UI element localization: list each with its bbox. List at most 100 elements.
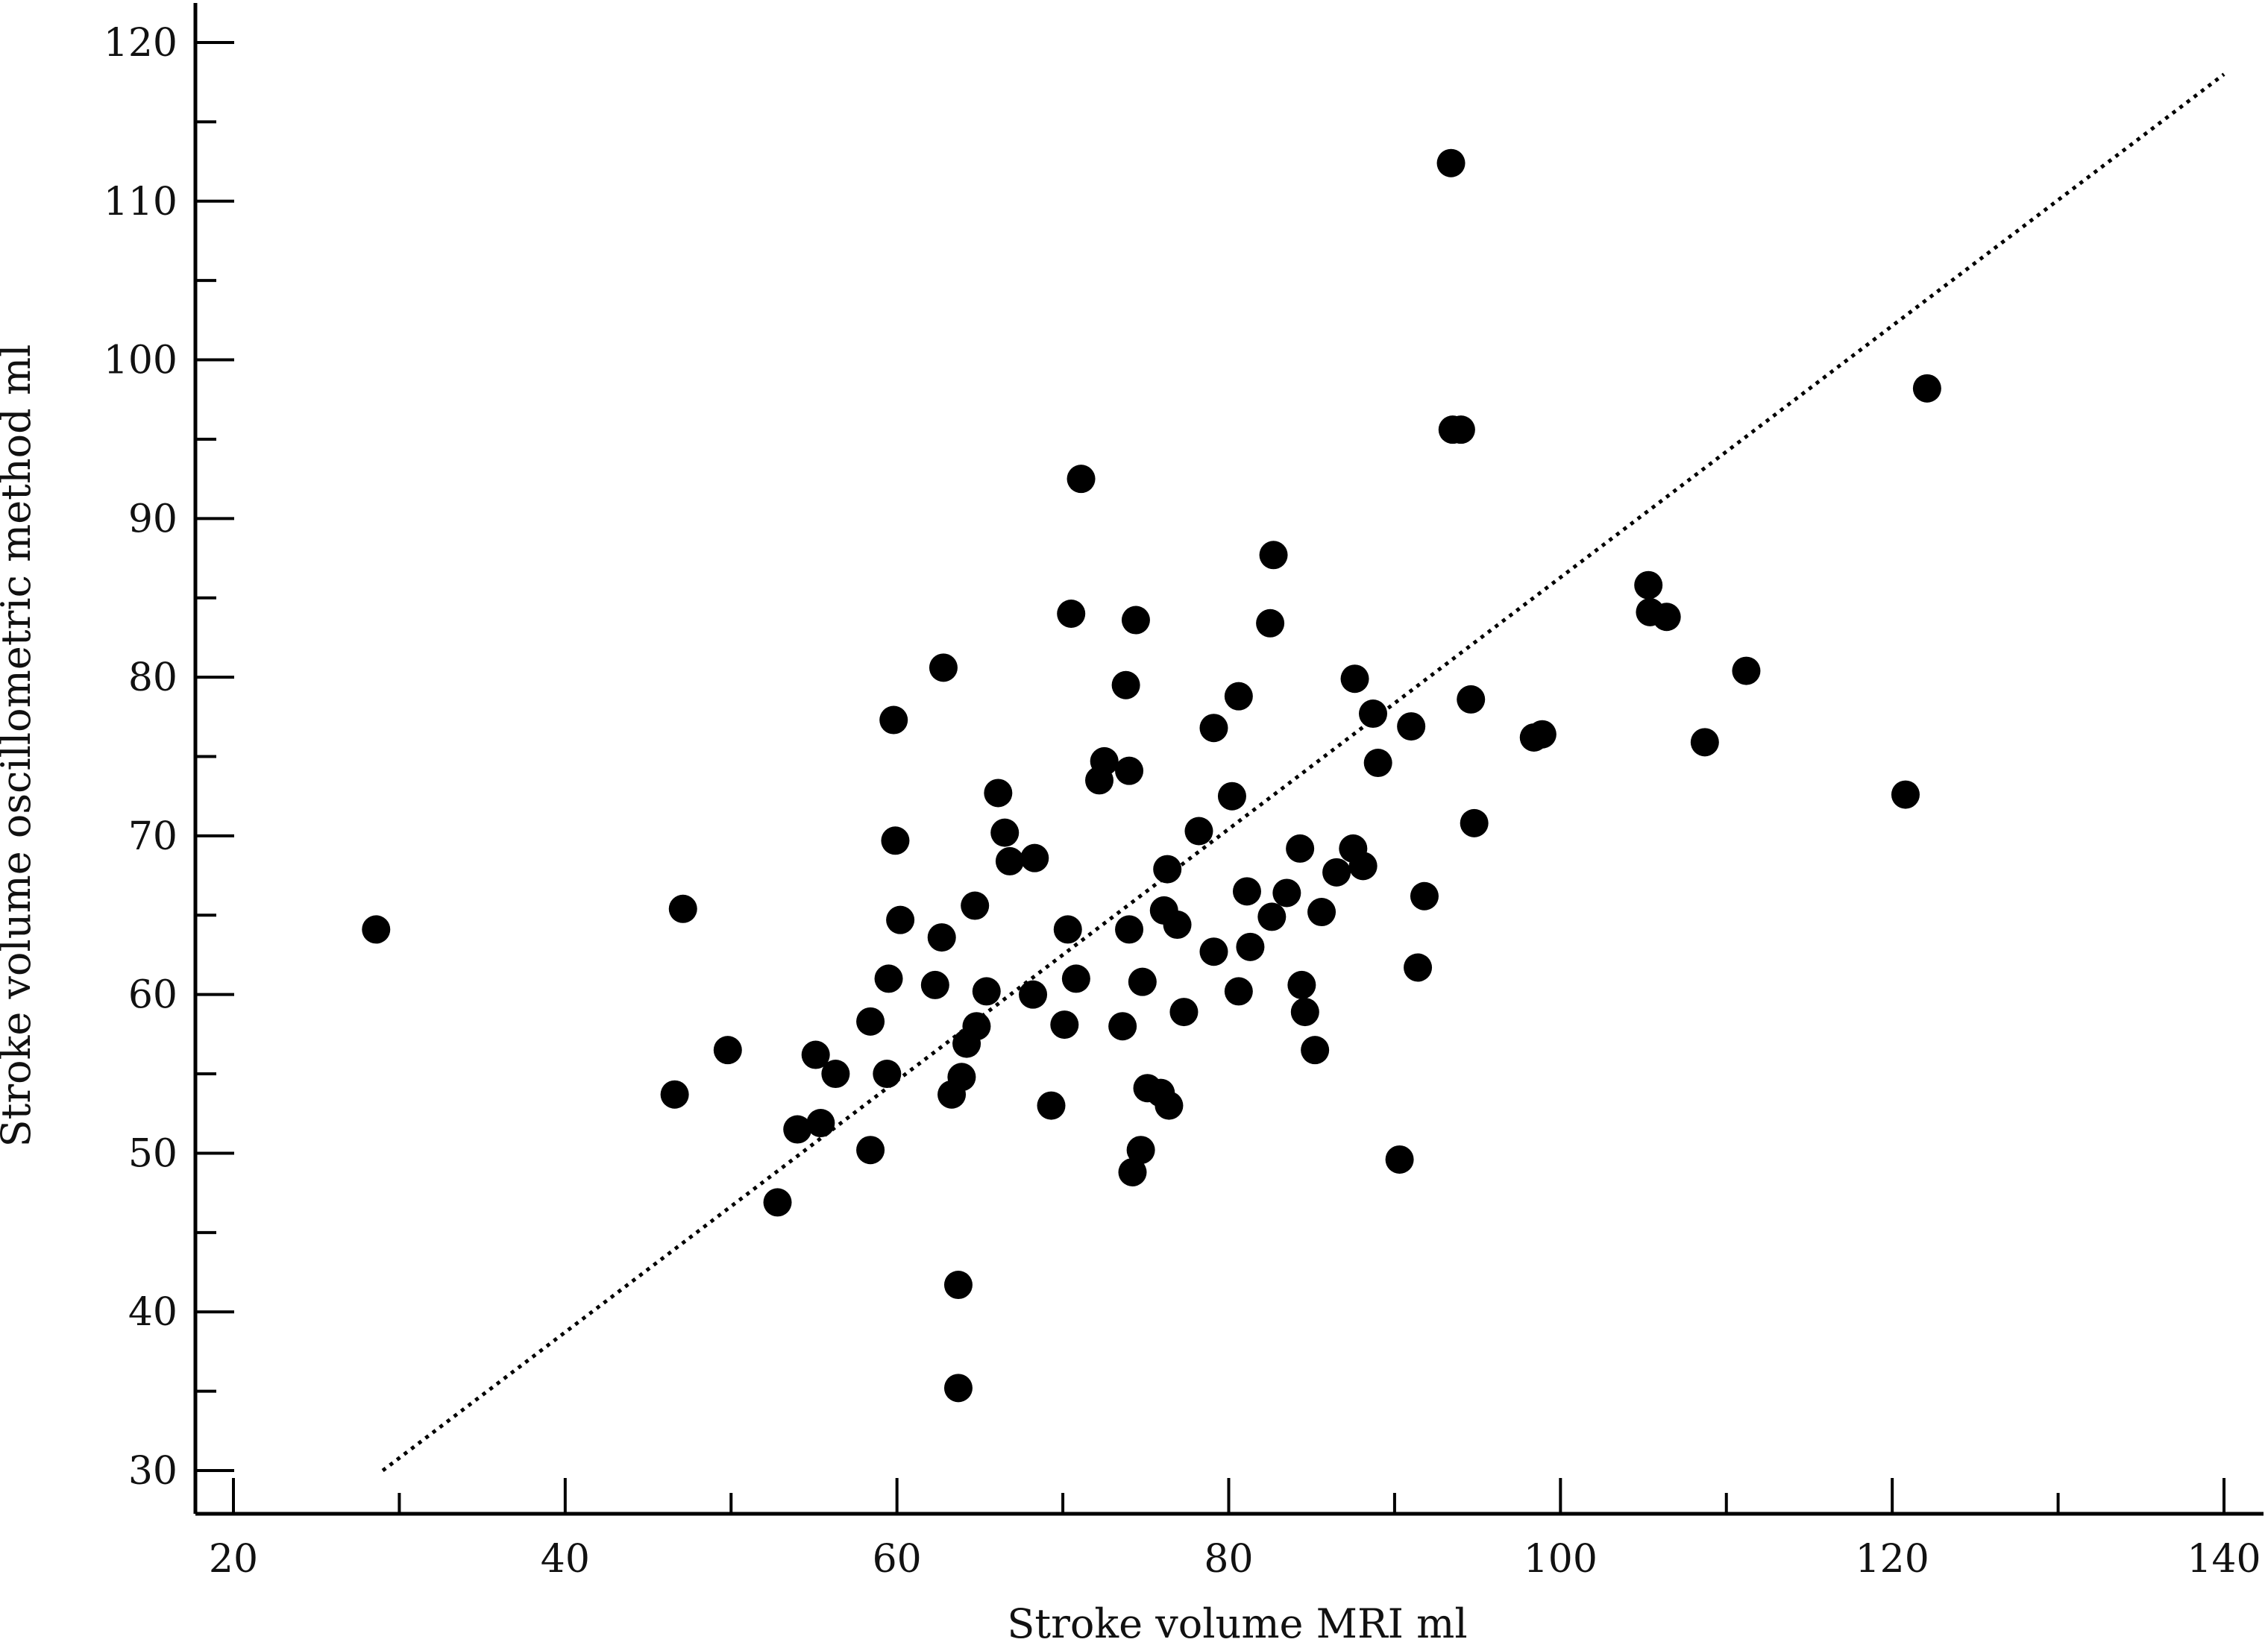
data-point <box>821 1060 850 1089</box>
data-point <box>886 905 915 934</box>
data-point <box>929 653 958 682</box>
data-point <box>1121 606 1150 635</box>
x-tick-label: 20 <box>209 1537 258 1582</box>
data-point <box>920 970 949 999</box>
x-tick-label: 100 <box>1524 1537 1598 1582</box>
data-point <box>1322 858 1351 887</box>
data-point <box>1037 1091 1066 1120</box>
data-point <box>1290 998 1319 1027</box>
data-point <box>1163 911 1192 940</box>
data-point <box>1634 570 1663 600</box>
y-tick-label: 70 <box>128 814 178 859</box>
data-point <box>990 818 1020 847</box>
data-point <box>927 923 956 952</box>
data-point <box>1527 720 1556 749</box>
data-point <box>1363 749 1392 778</box>
data-point <box>1169 998 1199 1027</box>
data-point <box>962 1012 991 1041</box>
y-tick-label: 40 <box>128 1290 178 1335</box>
data-point <box>1118 1157 1147 1186</box>
data-point <box>873 1060 902 1089</box>
y-tick-label: 50 <box>128 1131 178 1176</box>
data-point <box>1359 699 1388 729</box>
data-point <box>1397 712 1426 741</box>
ticks-layer <box>195 41 2225 1514</box>
data-point <box>879 705 908 735</box>
data-point <box>1340 664 1369 694</box>
x-tick-label: 40 <box>541 1537 590 1582</box>
data-point <box>943 1271 973 1300</box>
data-point <box>1020 843 1049 872</box>
data-point <box>1457 685 1486 714</box>
data-point <box>1050 1010 1079 1040</box>
data-point <box>1257 902 1287 931</box>
tick-labels-layer: 20 40 60 80 100 120 140 30 40 50 60 70 80 90 100 110 120 <box>104 21 2261 1582</box>
data-point <box>1057 600 1086 628</box>
data-point <box>1115 915 1144 944</box>
y-tick-label: 120 <box>104 21 178 66</box>
data-point <box>668 894 697 923</box>
data-point <box>806 1109 835 1138</box>
data-point <box>947 1063 976 1092</box>
identity-line <box>381 72 2225 1472</box>
y-tick-label: 60 <box>128 973 178 1018</box>
data-point <box>1410 881 1439 911</box>
data-point <box>1287 970 1316 999</box>
data-point <box>1126 1136 1155 1165</box>
data-point <box>362 915 391 944</box>
data-point <box>1436 148 1466 177</box>
data-point <box>1259 541 1288 570</box>
data-point <box>1460 808 1489 837</box>
data-point <box>961 891 990 920</box>
data-point <box>1232 877 1261 906</box>
data-point <box>1108 1012 1137 1041</box>
data-point <box>1224 682 1253 711</box>
data-point <box>1446 415 1475 444</box>
data-point <box>1236 932 1265 961</box>
data-point <box>1217 782 1246 811</box>
data-point <box>1184 817 1213 846</box>
data-point <box>1272 878 1301 908</box>
y-tick-label: 80 <box>128 655 178 700</box>
x-tick-label: 120 <box>1856 1537 1929 1582</box>
data-point <box>1128 967 1157 996</box>
data-point <box>1019 980 1048 1009</box>
data-point <box>1690 728 1719 757</box>
x-axis-title: Stroke volume MRI ml <box>1007 1600 1467 1647</box>
data-point <box>1090 746 1119 776</box>
data-point <box>995 846 1024 875</box>
data-point <box>856 1007 885 1036</box>
data-point <box>881 826 910 855</box>
identity-line-layer <box>381 72 2225 1472</box>
y-tick-label: 100 <box>104 339 178 383</box>
data-point <box>1053 915 1082 944</box>
data-point <box>1301 1036 1330 1065</box>
data-point <box>984 779 1013 808</box>
x-tick-label: 80 <box>1204 1537 1253 1582</box>
y-tick-label: 30 <box>128 1449 178 1494</box>
data-point <box>1385 1145 1414 1174</box>
data-point <box>972 977 1001 1006</box>
data-point <box>1061 964 1090 993</box>
data-point <box>1652 603 1681 632</box>
data-point <box>660 1080 689 1109</box>
data-point <box>1348 852 1378 881</box>
data-point <box>1115 756 1144 785</box>
data-point <box>1912 374 1941 403</box>
data-point <box>874 964 903 993</box>
points-layer <box>362 148 1941 1403</box>
data-point <box>856 1136 885 1165</box>
x-tick-label: 140 <box>2187 1537 2261 1582</box>
data-point <box>783 1115 812 1144</box>
data-point <box>1732 656 1761 685</box>
y-tick-label: 110 <box>104 180 178 224</box>
data-point <box>1155 1091 1184 1120</box>
data-point <box>1199 714 1228 743</box>
data-point <box>1891 780 1920 809</box>
data-point <box>943 1374 973 1403</box>
data-point <box>1199 937 1228 966</box>
data-point <box>713 1036 742 1065</box>
data-point <box>1256 608 1285 638</box>
